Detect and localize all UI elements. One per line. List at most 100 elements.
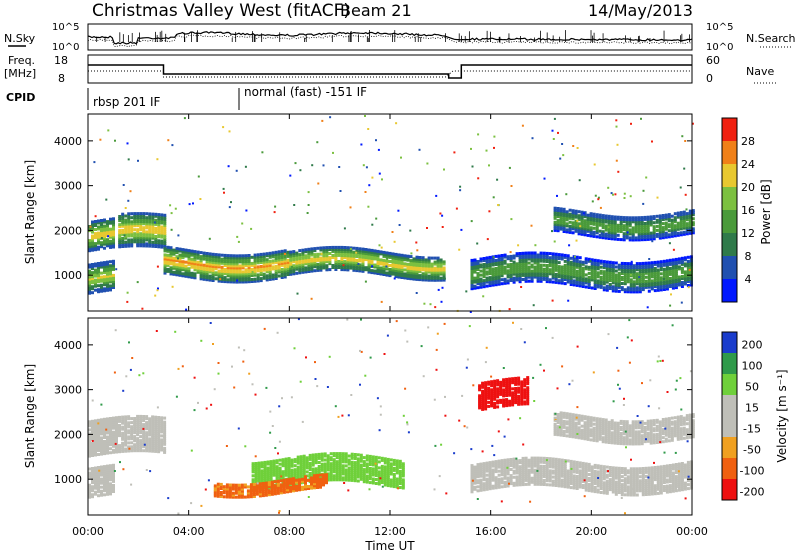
heatmap-cell bbox=[340, 258, 344, 261]
heatmap-cell bbox=[349, 256, 353, 260]
heatmap-cell bbox=[263, 460, 267, 464]
heatmap-cell bbox=[88, 434, 91, 438]
heatmap-cell bbox=[322, 246, 326, 250]
heatmap-cell bbox=[263, 473, 267, 476]
heatmap-cell bbox=[311, 469, 315, 473]
heatmap-cell bbox=[130, 435, 134, 439]
heatmap-cell bbox=[488, 270, 492, 273]
heatmap-cell bbox=[271, 253, 275, 257]
heatmap-cell bbox=[593, 258, 597, 262]
heatmap-cell bbox=[686, 261, 690, 265]
heatmap-cell bbox=[473, 487, 477, 491]
heatmap-cell bbox=[605, 276, 609, 280]
heatmap-cell bbox=[341, 454, 345, 458]
heatmap-cell bbox=[488, 483, 492, 487]
heatmap-cell bbox=[311, 453, 315, 457]
heatmap-cell bbox=[371, 455, 375, 459]
heatmap-cell bbox=[332, 468, 336, 472]
heatmap-cell bbox=[228, 485, 232, 489]
heatmap-cell bbox=[647, 261, 651, 265]
heatmap-cell bbox=[415, 267, 419, 271]
heatmap-cell bbox=[623, 270, 627, 274]
heatmap-cell bbox=[286, 269, 290, 272]
heatmap-cell bbox=[617, 267, 621, 271]
heatmap-cell bbox=[568, 216, 572, 220]
heatmap-cell bbox=[97, 468, 100, 471]
heatmap-cell bbox=[679, 221, 683, 225]
heatmap-cell bbox=[265, 268, 269, 272]
heatmap-cell bbox=[556, 229, 560, 233]
heatmap-cell bbox=[568, 228, 572, 232]
scatter-cell bbox=[124, 207, 127, 209]
heatmap-cell bbox=[94, 445, 97, 449]
heatmap-cell bbox=[302, 472, 306, 476]
heatmap-cell bbox=[545, 257, 549, 261]
heatmap-cell bbox=[320, 462, 324, 466]
heatmap-cell bbox=[686, 259, 690, 263]
heatmap-cell bbox=[232, 270, 236, 274]
scatter-cell bbox=[443, 277, 446, 280]
heatmap-cell bbox=[500, 485, 504, 489]
heatmap-cell bbox=[379, 252, 383, 256]
heatmap-cell bbox=[632, 282, 636, 286]
heatmap-cell bbox=[202, 273, 206, 277]
heatmap-cell bbox=[494, 263, 498, 266]
heatmap-cell bbox=[337, 245, 341, 249]
heatmap-cell bbox=[509, 476, 513, 480]
heatmap-cell bbox=[589, 212, 593, 216]
heatmap-cell bbox=[583, 229, 587, 233]
heatmap-cell bbox=[506, 281, 510, 285]
heatmap-cell bbox=[270, 490, 274, 494]
heatmap-cell bbox=[314, 471, 318, 475]
heatmap-cell bbox=[392, 462, 396, 466]
heatmap-cell bbox=[442, 260, 446, 264]
heatmap-cell bbox=[482, 468, 486, 472]
heatmap-cell bbox=[148, 419, 152, 423]
heatmap-cell bbox=[97, 426, 100, 430]
scatter-cell bbox=[371, 265, 374, 268]
heatmap-cell bbox=[274, 266, 278, 270]
heatmap-cell bbox=[112, 448, 115, 452]
heatmap-cell bbox=[595, 221, 599, 225]
heatmap-cell bbox=[268, 261, 272, 265]
heatmap-cell bbox=[338, 470, 342, 474]
heatmap-cell bbox=[181, 272, 185, 276]
heatmap-cell bbox=[121, 212, 125, 216]
heatmap-cell bbox=[682, 218, 686, 222]
heatmap-cell bbox=[473, 475, 477, 479]
heatmap-cell bbox=[316, 252, 320, 256]
heatmap-cell bbox=[337, 260, 341, 263]
heatmap-cell bbox=[476, 469, 480, 473]
heatmap-cell bbox=[509, 254, 513, 258]
scatter-cell bbox=[610, 192, 613, 195]
heatmap-cell bbox=[289, 489, 292, 493]
heatmap-cell bbox=[289, 479, 292, 483]
heatmap-cell bbox=[238, 266, 242, 270]
heatmap-cell bbox=[671, 270, 675, 274]
heatmap-cell bbox=[202, 271, 206, 275]
heatmap-cell bbox=[584, 267, 588, 271]
heatmap-cell bbox=[352, 260, 356, 264]
heatmap-cell bbox=[335, 476, 339, 480]
heatmap-cell bbox=[88, 263, 91, 267]
heatmap-cell bbox=[136, 427, 140, 430]
heatmap-cell bbox=[275, 473, 279, 477]
heatmap-cell bbox=[536, 263, 540, 267]
heatmap-cell bbox=[308, 464, 312, 467]
heatmap-cell bbox=[112, 436, 115, 440]
heatmap-cell bbox=[671, 280, 675, 284]
heatmap-cell bbox=[671, 286, 675, 290]
heatmap-cell bbox=[590, 286, 594, 290]
heatmap-cell bbox=[665, 283, 669, 287]
heatmap-cell bbox=[581, 262, 585, 266]
heatmap-cell bbox=[326, 466, 330, 470]
heatmap-cell bbox=[229, 274, 233, 278]
heatmap-cell bbox=[640, 232, 644, 236]
heatmap-cell bbox=[344, 470, 348, 474]
heatmap-cell bbox=[524, 474, 528, 478]
heatmap-cell bbox=[326, 462, 330, 466]
heatmap-cell bbox=[611, 289, 615, 293]
heatmap-cell bbox=[676, 223, 680, 227]
heatmap-cell bbox=[332, 452, 336, 456]
heatmap-cell bbox=[662, 263, 666, 267]
